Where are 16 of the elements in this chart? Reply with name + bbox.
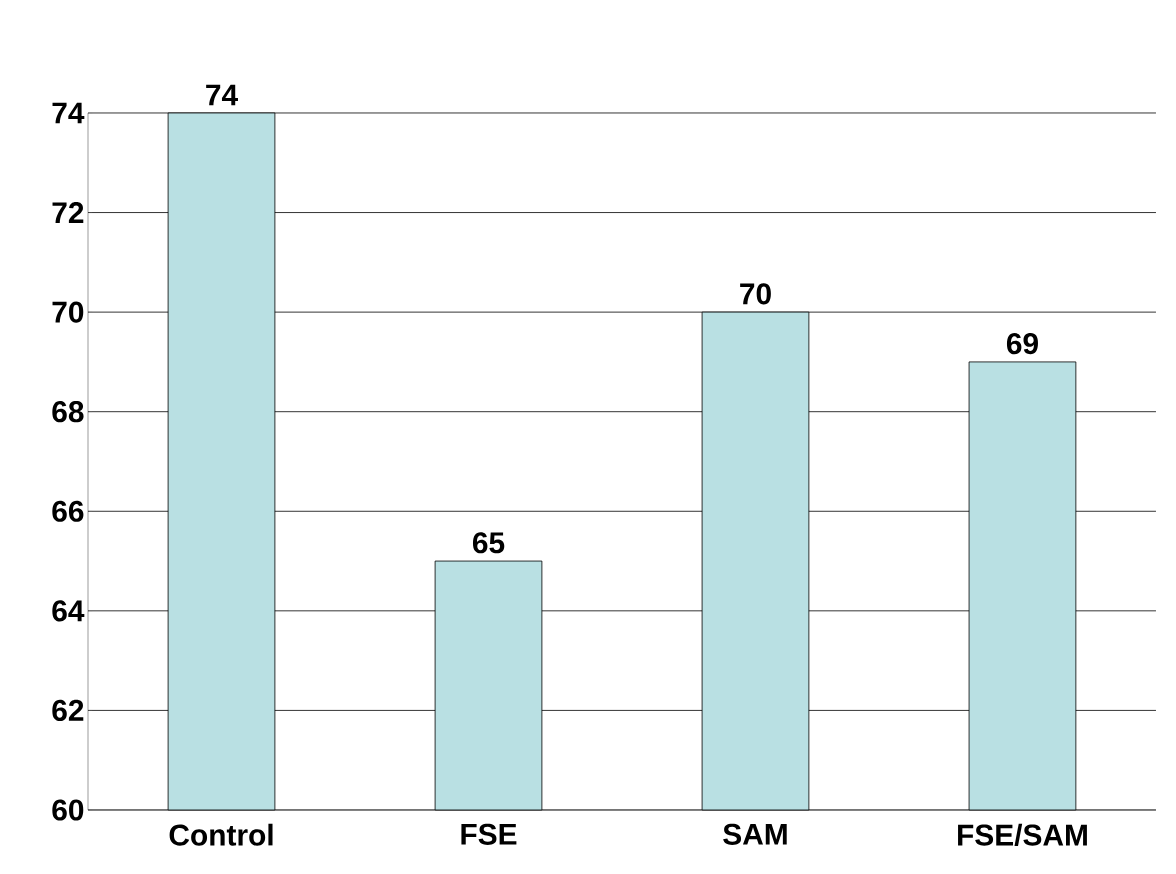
- y-tick-label: 62: [52, 699, 84, 721]
- data-label: 69: [1006, 333, 1038, 355]
- x-tick-label: SAM: [723, 823, 787, 845]
- y-tick-label: 68: [52, 401, 84, 423]
- data-label: 70: [740, 283, 771, 305]
- y-tick-label: 66: [52, 500, 84, 522]
- data-label: 65: [472, 532, 505, 554]
- y-tick-label: 74: [52, 102, 85, 124]
- x-tick-label: Control: [169, 823, 273, 846]
- y-tick-label: 60: [52, 799, 84, 821]
- x-tick-label: FSE/SAM: [958, 823, 1087, 846]
- x-tick-label: FSE: [461, 823, 517, 845]
- y-tick-label: 70: [52, 301, 84, 323]
- y-tick-label: 64: [52, 600, 85, 622]
- y-tick-label: 72: [52, 202, 84, 223]
- data-label: 74: [206, 84, 238, 106]
